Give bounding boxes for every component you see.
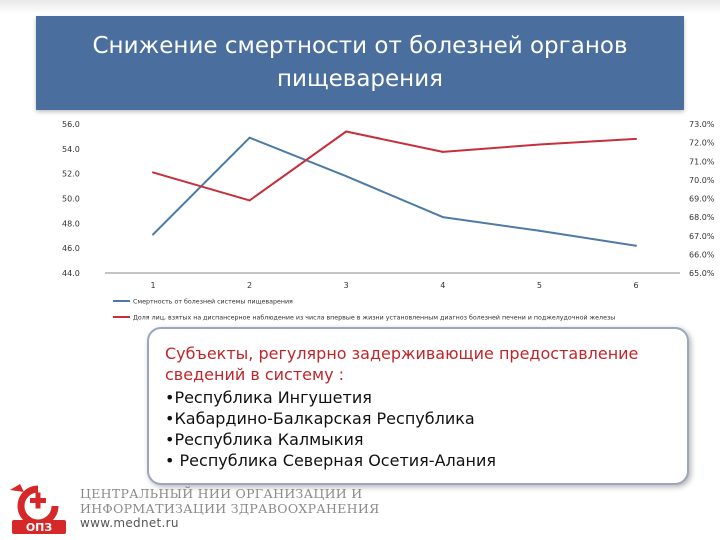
info-box: Субъекты, регулярно задерживающие предос… — [147, 327, 689, 485]
x-tick-label: 2 — [247, 281, 252, 290]
series-line-1 — [152, 136, 637, 247]
list-item: Республика Калмыкия — [165, 429, 671, 450]
series-point-2 — [635, 137, 637, 140]
right-tick-label: 72.0% — [689, 139, 715, 148]
chart-legend: Смертность от болезней системы пищеварен… — [113, 298, 615, 322]
series-point-1 — [635, 244, 637, 247]
left-tick-label: 48.0 — [62, 219, 80, 228]
list-item: Республика Ингушетия — [165, 387, 671, 408]
right-y-axis: 65.0% 66.0% 67.0% 68.0% 69.0% 70.0% 71.0% 72.0%… — [689, 120, 715, 278]
x-tick-label: 3 — [344, 281, 349, 290]
org-name-line2: ИНФОРМАТИЗАЦИИ ЗДРАВООХРАНЕНИЯ — [80, 501, 380, 516]
left-tick-label: 54.0 — [62, 145, 80, 154]
left-tick-label: 52.0 — [62, 170, 80, 179]
region-list: Республика Ингушетия Кабардино-Балкарска… — [165, 387, 671, 471]
series-point-2 — [248, 199, 251, 202]
right-tick-label: 65.0% — [689, 269, 715, 278]
series-point-2 — [441, 150, 444, 153]
right-tick-label: 73.0% — [689, 120, 715, 129]
right-tick-label: 68.0% — [689, 213, 715, 222]
org-name: ЦЕНТРАЛЬНЫЙ НИИ ОРГАНИЗАЦИИ И ИНФОРМАТИЗ… — [80, 486, 379, 531]
right-tick-label: 71.0% — [689, 157, 715, 166]
series-point-2 — [538, 143, 541, 146]
series-point-1 — [248, 136, 251, 139]
list-item: Кабардино-Балкарская Республика — [165, 408, 671, 429]
legend-label-1: Смертность от болезней системы пищеварен… — [133, 298, 293, 306]
x-axis: 1 2 3 4 5 6 — [105, 272, 680, 290]
series-point-2 — [345, 130, 348, 133]
x-tick-label: 6 — [633, 281, 638, 290]
left-tick-label: 46.0 — [62, 244, 80, 253]
series-point-1 — [441, 216, 444, 219]
cniioiz-logo-icon: ОПЗ — [10, 484, 66, 534]
title-banner: Снижение смертности от болезней органов … — [36, 16, 684, 110]
right-tick-label: 69.0% — [689, 195, 715, 204]
series-point-1 — [345, 175, 348, 178]
left-y-axis: 44.0 46.0 48.0 50.0 52.0 54.0 56.0 — [62, 120, 80, 278]
org-name-line1: ЦЕНТРАЛЬНЫЙ НИИ ОРГАНИЗАЦИИ И — [80, 486, 363, 501]
series-point-1 — [538, 229, 541, 232]
list-item: Республика Северная Осетия-Алания — [165, 450, 671, 471]
legend-label-2: Доля лиц, взятых на диспансерное наблюде… — [133, 314, 615, 322]
right-tick-label: 70.0% — [689, 176, 715, 185]
info-heading: Субъекты, регулярно задерживающие предос… — [165, 344, 639, 384]
left-tick-label: 44.0 — [62, 269, 80, 278]
top-shadow — [0, 0, 720, 14]
series-layer — [152, 130, 637, 247]
right-tick-label: 66.0% — [689, 250, 715, 259]
logo-text: ОПЗ — [26, 521, 53, 534]
org-url[interactable]: www.mednet.ru — [80, 516, 179, 530]
x-tick-label: 4 — [440, 281, 445, 290]
series-point-2 — [152, 171, 154, 174]
x-tick-label: 1 — [150, 281, 155, 290]
line-chart: 44.046.048.050.052.054.056.0 65.0%66.0%6… — [62, 120, 715, 322]
footer: ОПЗ ЦЕНТРАЛЬНЫЙ НИИ ОРГАНИЗАЦИИ И ИНФОРМ… — [8, 482, 408, 538]
slide-title: Снижение смертности от болезней органов … — [92, 32, 628, 92]
series-point-1 — [152, 233, 154, 236]
left-tick-label: 50.0 — [62, 195, 80, 204]
series-line-2 — [152, 130, 637, 202]
right-tick-label: 67.0% — [689, 232, 715, 241]
left-tick-label: 56.0 — [62, 120, 80, 129]
x-tick-label: 5 — [537, 281, 542, 290]
